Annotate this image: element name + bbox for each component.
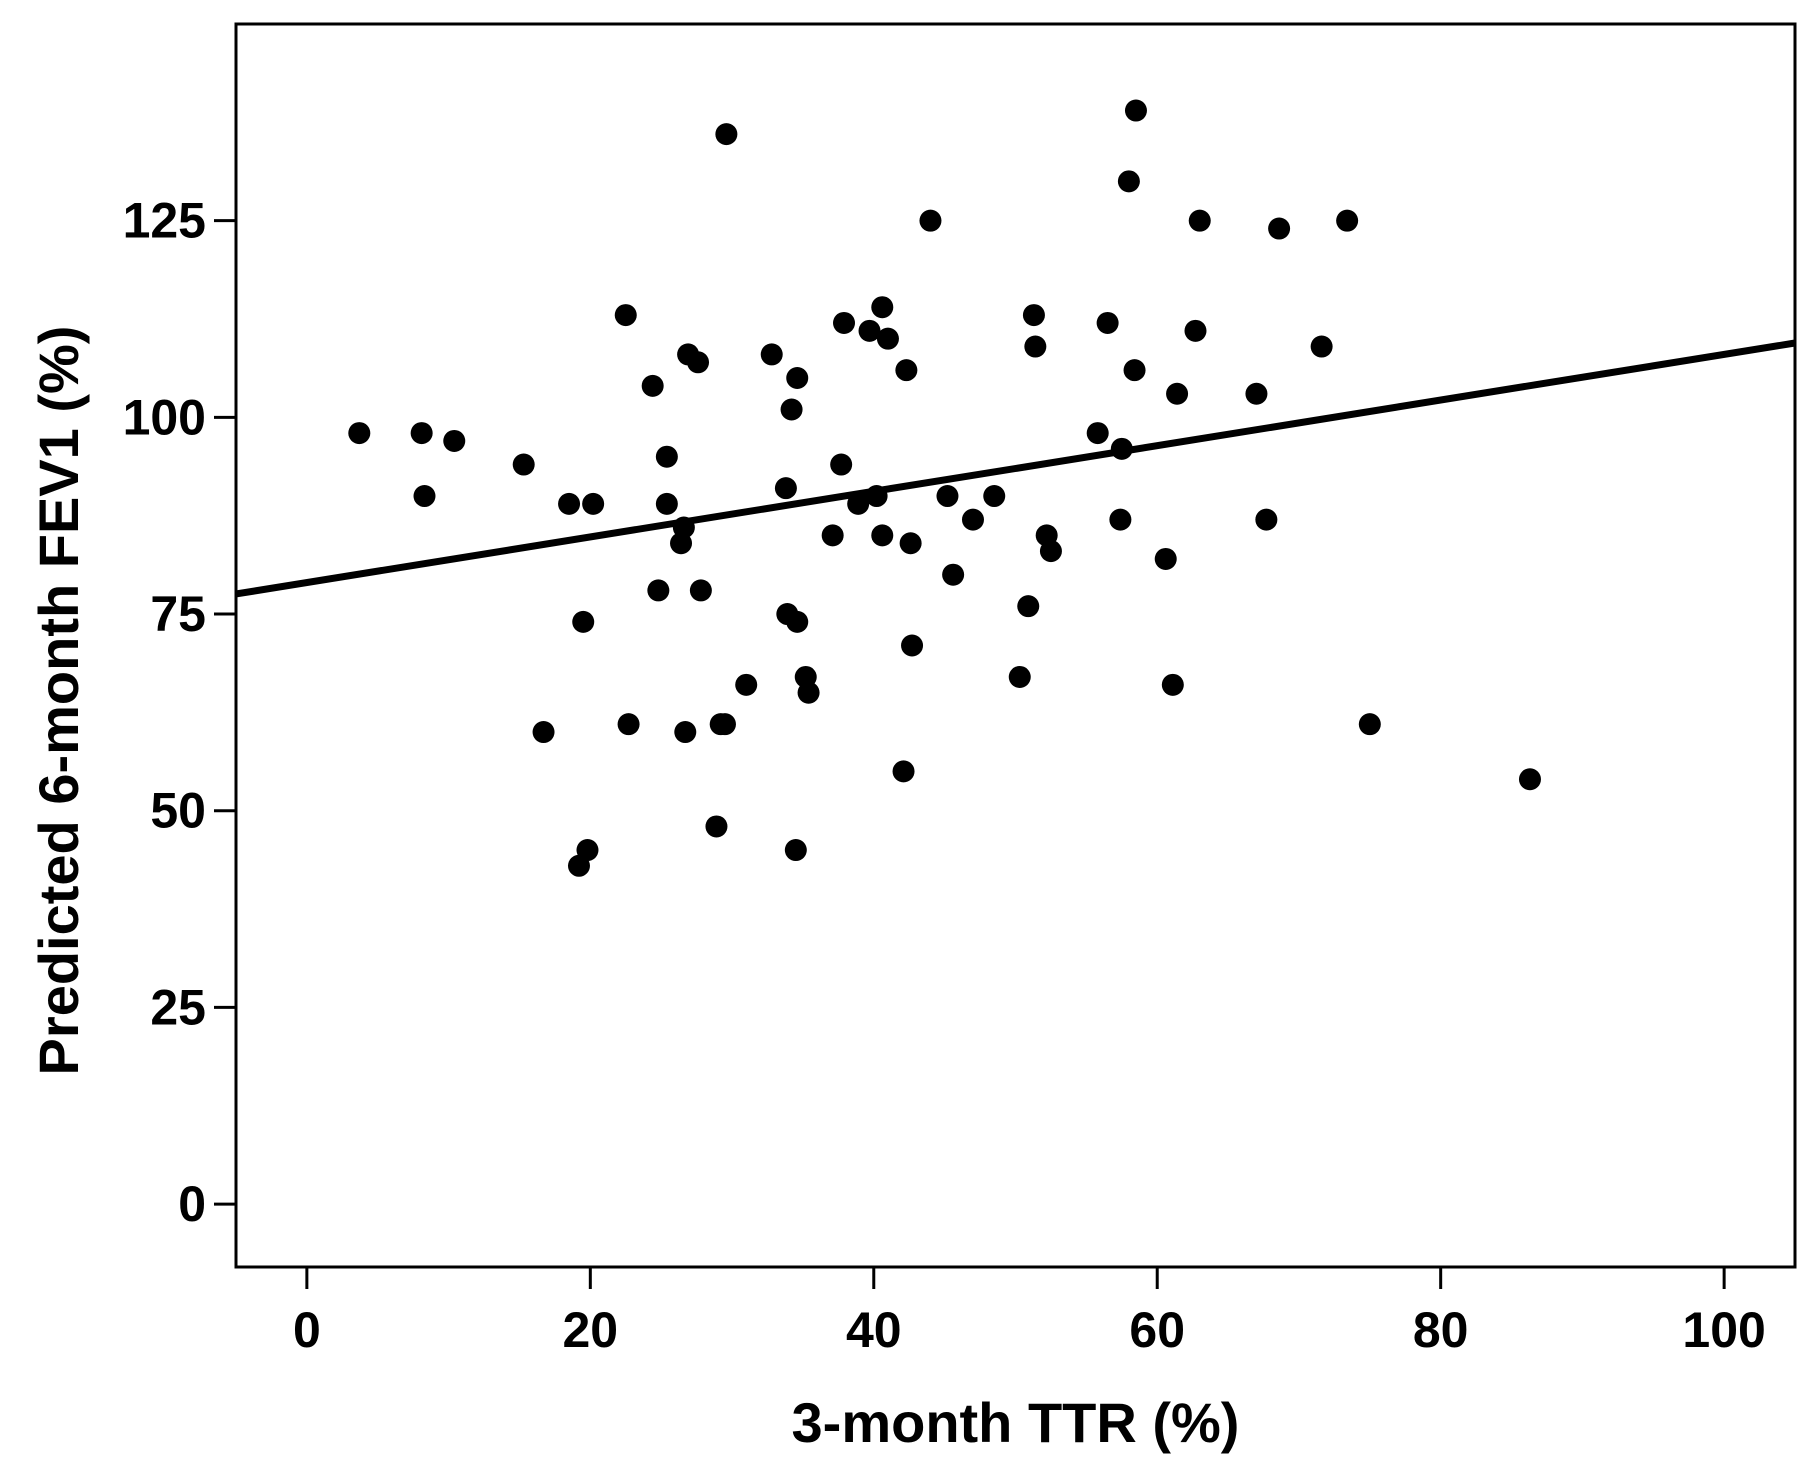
- data-point: [735, 673, 758, 696]
- data-point: [647, 579, 670, 602]
- y-tick-label: 50: [150, 783, 206, 839]
- data-point: [786, 367, 809, 390]
- data-point: [713, 713, 736, 736]
- data-point: [892, 760, 915, 783]
- data-point: [1255, 508, 1278, 531]
- data-point: [899, 532, 922, 555]
- y-tick-label: 0: [178, 1176, 206, 1232]
- data-point: [655, 492, 678, 515]
- x-tick-label: 60: [1129, 1302, 1185, 1358]
- data-point: [641, 374, 664, 397]
- data-point: [797, 681, 820, 704]
- data-point: [1268, 217, 1291, 240]
- data-point: [871, 296, 894, 319]
- data-point: [961, 508, 984, 531]
- y-tick-label: 125: [123, 193, 206, 249]
- data-point: [760, 343, 783, 366]
- x-tick-label: 100: [1682, 1302, 1765, 1358]
- data-points: [348, 99, 1541, 877]
- data-point: [348, 422, 371, 445]
- data-point: [1161, 673, 1184, 696]
- data-point: [1166, 382, 1189, 405]
- data-point: [833, 311, 856, 334]
- y-tick-label: 25: [150, 979, 206, 1035]
- x-tick-label: 40: [846, 1302, 902, 1358]
- data-point: [1022, 304, 1045, 327]
- data-point: [821, 524, 844, 547]
- y-axis-title: Predicted 6-month FEV1 (%): [27, 326, 90, 1076]
- data-point: [558, 492, 581, 515]
- data-point: [1109, 508, 1132, 531]
- y-tick-label: 100: [123, 389, 206, 445]
- data-point: [1154, 547, 1177, 570]
- x-tick-label: 0: [293, 1302, 321, 1358]
- data-point: [784, 839, 807, 862]
- data-point: [443, 429, 466, 452]
- data-point: [1017, 595, 1040, 618]
- data-point: [413, 485, 436, 508]
- data-point: [780, 398, 803, 421]
- data-point: [614, 304, 637, 327]
- data-point: [572, 610, 595, 633]
- data-point: [1336, 209, 1359, 232]
- data-point: [1184, 319, 1207, 342]
- data-point: [895, 359, 918, 382]
- data-point: [689, 579, 712, 602]
- data-point: [705, 815, 728, 838]
- data-point: [532, 721, 555, 744]
- data-point: [582, 492, 605, 515]
- data-point: [576, 839, 599, 862]
- x-tick-label: 80: [1413, 1302, 1469, 1358]
- x-tick-label: 20: [563, 1302, 619, 1358]
- data-point: [858, 319, 881, 342]
- data-point: [1123, 359, 1146, 382]
- data-point: [901, 634, 924, 657]
- y-axis: 0 25 50 75 100 125: [123, 193, 236, 1232]
- data-point: [674, 721, 697, 744]
- data-point: [871, 524, 894, 547]
- data-point: [687, 351, 710, 374]
- data-point: [1124, 99, 1147, 122]
- data-point: [655, 445, 678, 468]
- data-point: [512, 453, 535, 476]
- fit-line-group: [235, 339, 1796, 598]
- data-point: [847, 492, 870, 515]
- data-point: [876, 327, 899, 350]
- data-point: [786, 610, 809, 633]
- x-axis-title: 3-month TTR (%): [792, 1391, 1240, 1454]
- plot-frame: [234, 22, 1797, 1269]
- x-axis: 0 20 40 60 80 100: [293, 1267, 1766, 1358]
- fit-line: [235, 339, 1796, 598]
- data-point: [936, 485, 959, 508]
- data-point: [1024, 335, 1047, 358]
- data-point: [830, 453, 853, 476]
- data-point: [1117, 170, 1140, 193]
- data-point: [1358, 713, 1381, 736]
- data-point: [942, 563, 965, 586]
- data-point: [715, 123, 738, 146]
- data-point: [1039, 540, 1062, 563]
- data-point: [1096, 311, 1119, 334]
- data-point: [1086, 422, 1109, 445]
- data-point: [1310, 335, 1333, 358]
- data-point: [774, 477, 797, 500]
- data-point: [617, 713, 640, 736]
- data-point: [1245, 382, 1268, 405]
- data-point: [1008, 665, 1031, 688]
- data-point: [983, 485, 1006, 508]
- data-point: [919, 209, 942, 232]
- y-tick-label: 75: [150, 586, 206, 642]
- data-point: [410, 422, 433, 445]
- data-point: [1188, 209, 1211, 232]
- data-point: [1518, 768, 1541, 791]
